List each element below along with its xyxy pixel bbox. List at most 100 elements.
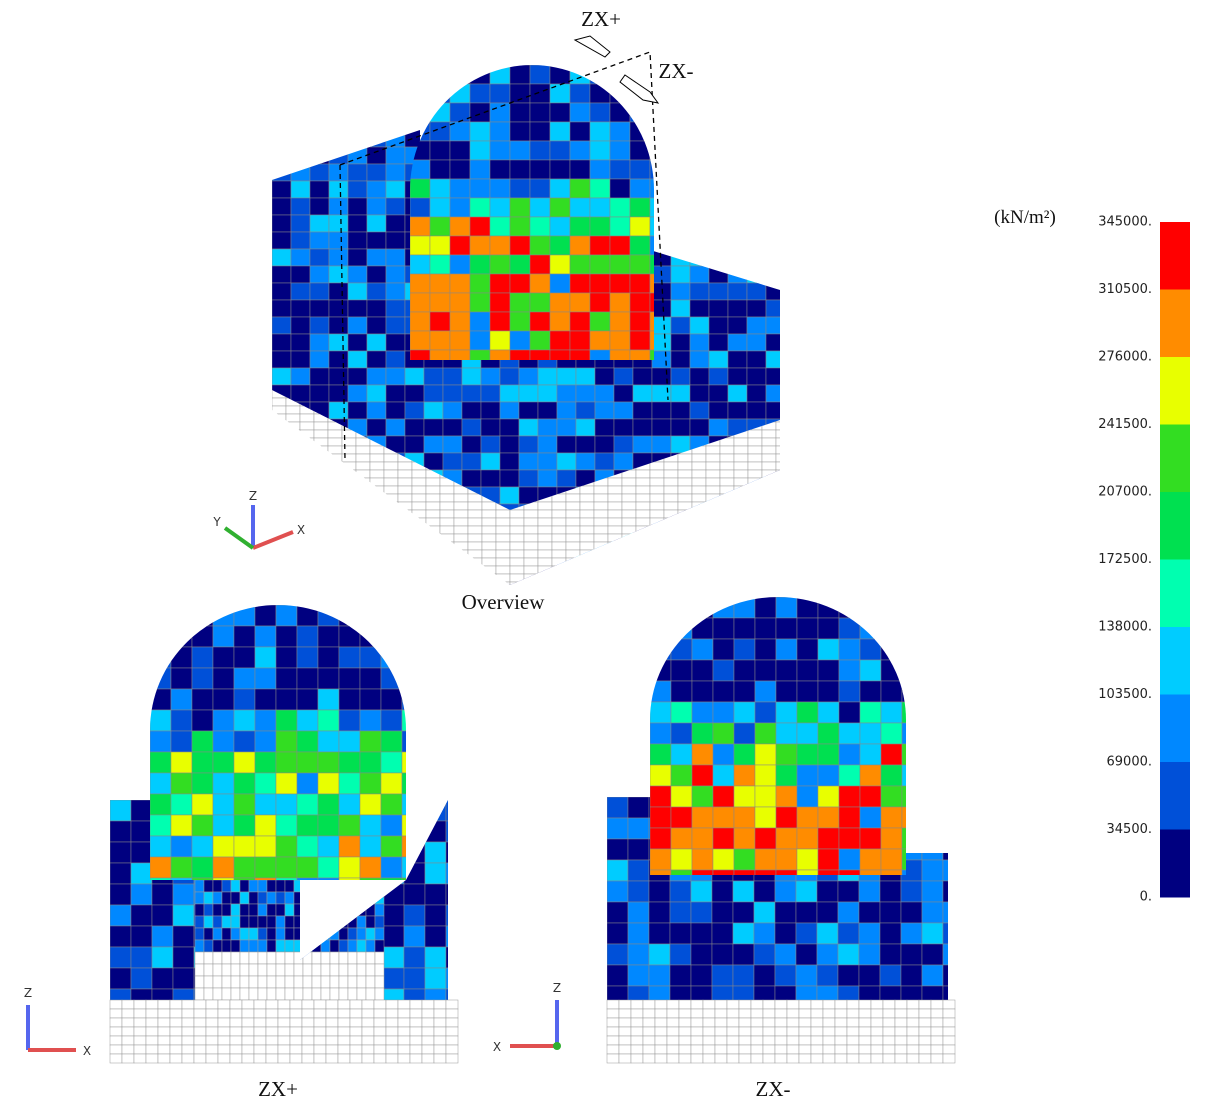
mesh-cell	[170, 605, 193, 627]
mesh-cell	[445, 967, 448, 990]
mesh-cell	[212, 975, 223, 989]
mesh-cell	[296, 772, 319, 795]
mesh-cell	[366, 350, 387, 369]
mesh-cell	[714, 999, 728, 1010]
mesh-cell	[401, 772, 406, 795]
mesh-cell	[290, 231, 311, 250]
mesh-cell	[629, 330, 651, 351]
mesh-cell	[170, 877, 193, 880]
mesh-cell	[651, 571, 672, 585]
mesh-cell	[313, 477, 329, 487]
mesh-cell	[338, 793, 361, 816]
mesh-cell	[296, 646, 319, 669]
mesh-cell	[810, 1053, 824, 1064]
mesh-cell	[309, 316, 330, 335]
mesh-cell	[837, 964, 860, 987]
mesh-cell	[677, 557, 693, 567]
mesh-cell	[607, 797, 629, 819]
mesh-cell	[609, 273, 631, 294]
mesh-cell	[467, 509, 483, 519]
mesh-cell	[489, 83, 511, 104]
mesh-cell	[328, 214, 349, 233]
mesh-cell	[121, 1017, 135, 1028]
mesh-cell	[299, 453, 315, 463]
mesh-cell	[338, 730, 361, 753]
mesh-cell	[327, 477, 343, 487]
mesh-cell	[747, 581, 763, 585]
mesh-cell	[537, 452, 558, 471]
mesh-cell	[810, 1008, 824, 1019]
mesh-cell	[846, 1008, 860, 1019]
mesh-cell	[385, 503, 406, 522]
mesh-cell	[663, 493, 679, 503]
mesh-cell	[747, 429, 763, 439]
mesh-cell	[635, 533, 651, 543]
mesh-cell	[906, 1053, 920, 1064]
mesh-cell	[366, 316, 387, 335]
mesh-cell	[796, 785, 819, 808]
mesh-cell	[565, 557, 581, 567]
mesh-cell	[439, 525, 455, 535]
mesh-cell	[509, 581, 525, 585]
mesh-cell	[373, 1008, 387, 1019]
mesh-cell	[691, 743, 714, 766]
mesh-cell	[248, 939, 259, 953]
mesh-cell	[691, 461, 707, 471]
mesh-cell	[254, 814, 277, 837]
mesh-cell	[677, 469, 693, 479]
mesh-cell	[355, 517, 371, 527]
mesh-cell	[726, 1008, 740, 1019]
mesh-cell	[365, 963, 376, 977]
mesh-cell	[313, 541, 329, 551]
mesh-cell	[846, 1053, 860, 1064]
mesh-cell	[374, 939, 385, 953]
mesh-cell	[618, 1017, 632, 1028]
mesh-cell	[651, 554, 672, 573]
mesh-cell	[509, 83, 531, 104]
mesh-cell	[556, 571, 577, 585]
mesh-cell	[254, 709, 277, 732]
mesh-cell	[385, 214, 406, 233]
mesh-cell	[499, 418, 520, 437]
mesh-cell	[754, 848, 777, 871]
mesh-cell	[229, 1017, 243, 1028]
mesh-cell	[678, 1035, 692, 1046]
mesh-cell	[822, 1035, 836, 1046]
mesh-cell	[747, 549, 763, 559]
mesh-cell	[328, 503, 349, 522]
mesh-cell	[650, 785, 672, 808]
mesh-cell	[241, 1026, 255, 1037]
mesh-cell	[272, 453, 287, 463]
mesh-cell	[761, 581, 777, 585]
mesh-cell	[411, 509, 427, 519]
mesh-cell	[170, 835, 193, 858]
mesh-cell	[347, 197, 368, 216]
mesh-cell	[629, 197, 651, 218]
mesh-cell	[410, 178, 431, 199]
mesh-cell	[469, 273, 491, 294]
mesh-cell	[733, 573, 749, 583]
mesh-cell	[569, 83, 591, 104]
mesh-cell	[650, 597, 672, 619]
mesh-cell	[217, 1053, 231, 1064]
mesh-cell	[233, 814, 256, 837]
mesh-cell	[248, 987, 259, 1000]
mesh-cell	[632, 435, 653, 454]
mesh-cell	[575, 571, 596, 585]
colorbar-band	[1160, 829, 1190, 898]
mesh-cell	[649, 493, 665, 503]
mesh-cell	[719, 453, 735, 463]
mesh-cell	[727, 130, 748, 148]
mesh-cell	[230, 987, 241, 1000]
mesh-cell	[650, 764, 672, 787]
mesh-cell	[145, 1026, 159, 1037]
mesh-cell	[275, 879, 286, 893]
mesh-cell	[705, 469, 721, 479]
mesh-cell	[765, 333, 780, 352]
mesh-cell	[429, 311, 451, 332]
mesh-cell	[765, 180, 780, 199]
mesh-cell	[109, 999, 123, 1010]
mesh-cell	[311, 903, 322, 917]
mesh-cell	[750, 1008, 764, 1019]
mesh-cell	[635, 525, 651, 535]
